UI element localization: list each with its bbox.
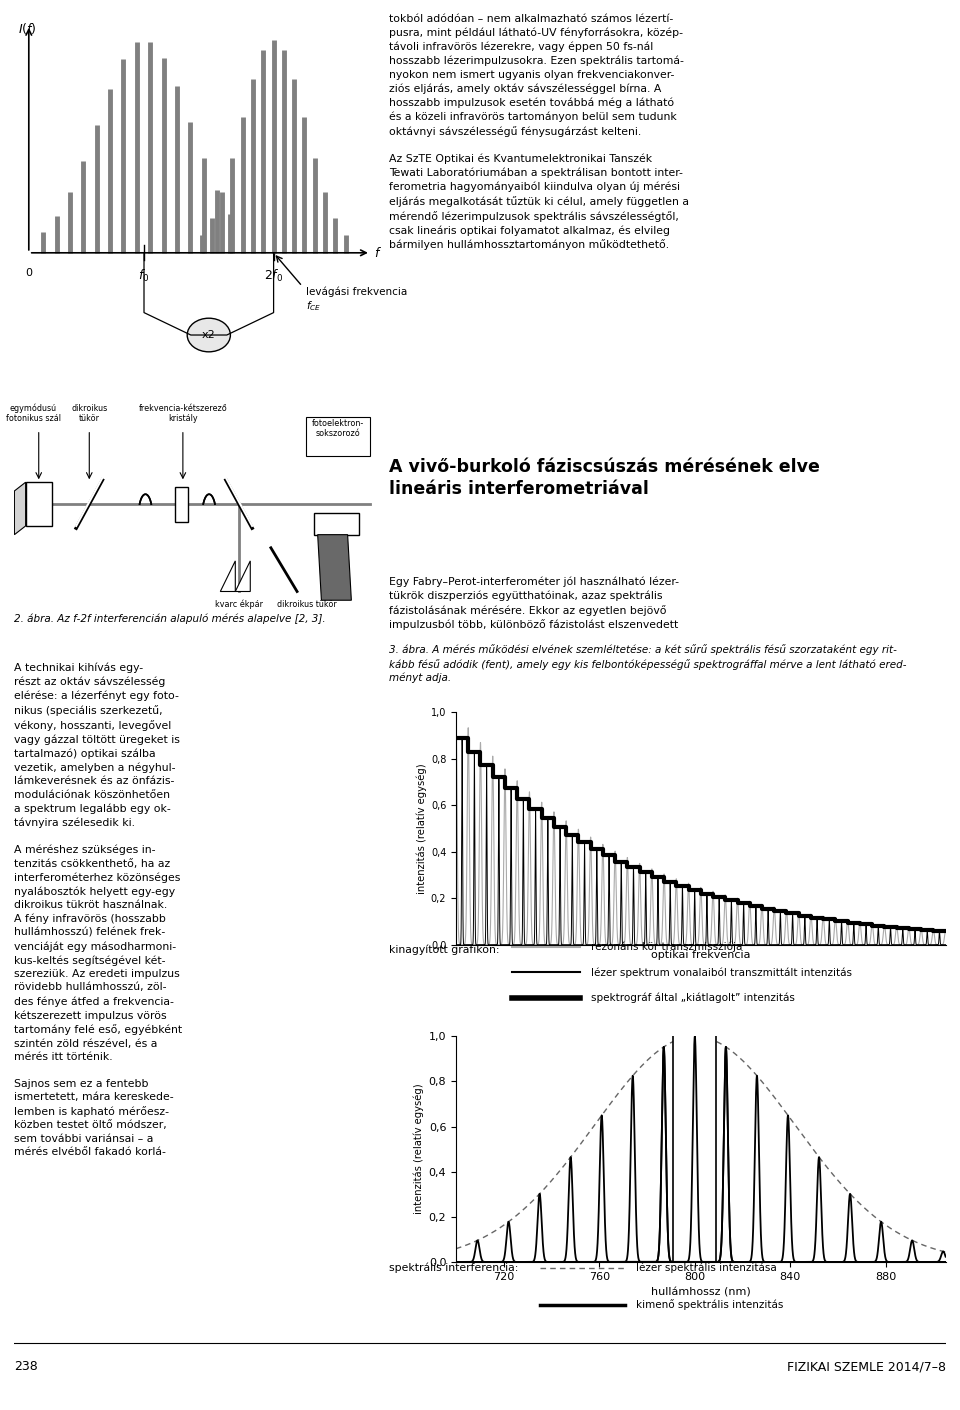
X-axis label: hullámhossz (nm): hullámhossz (nm) — [651, 1287, 751, 1297]
Text: kimenő spektrális intenzitás: kimenő spektrális intenzitás — [636, 1299, 783, 1310]
Text: tokból adódóan – nem alkalmazható számos lézertí-
pusra, mint például látható-UV: tokból adódóan – nem alkalmazható számos… — [389, 14, 688, 251]
Text: A technikai kihívás egy-
részt az oktáv sávszélesség
elérése: a lézerfényt egy f: A technikai kihívás egy- részt az oktáv … — [14, 663, 182, 1158]
Bar — [314, 513, 359, 534]
Text: Egy Fabry–Perot-interferométer jól használható lézer-
tükrök diszperziós együtth: Egy Fabry–Perot-interferométer jól haszn… — [389, 577, 679, 630]
Text: dikroikus
tükör: dikroikus tükör — [71, 403, 108, 423]
Text: $2f_0$: $2f_0$ — [264, 268, 283, 283]
Text: rezonáns kör transzmissziója: rezonáns kör transzmissziója — [591, 942, 742, 952]
Text: dikroikus tükör: dikroikus tükör — [276, 601, 336, 609]
Bar — [26, 482, 52, 526]
Text: spektrális interferencia:: spektrális interferencia: — [389, 1263, 518, 1273]
Text: 238: 238 — [14, 1361, 38, 1373]
Bar — [176, 486, 188, 522]
Text: lézer spektrum vonalaiból transzmittált intenzitás: lézer spektrum vonalaiból transzmittált … — [591, 967, 852, 977]
Text: $I(f)$: $I(f)$ — [18, 21, 36, 37]
Bar — [306, 417, 371, 455]
Text: 2. ábra. Az f-2f interferencián alapuló mérés alapelve [2, 3].: 2. ábra. Az f-2f interferencián alapuló … — [14, 613, 326, 623]
Text: kvarc ékpár: kvarc ékpár — [215, 599, 263, 609]
Polygon shape — [14, 482, 26, 534]
Text: fotoelektron-
sokszorozó: fotoelektron- sokszorozó — [312, 419, 365, 439]
Bar — [673, 1022, 716, 1266]
Y-axis label: intenzitás (relatív egység): intenzitás (relatív egység) — [414, 1084, 424, 1214]
Text: frekvencia-kétszerező
kristály: frekvencia-kétszerező kristály — [138, 403, 228, 423]
Ellipse shape — [187, 319, 230, 352]
Text: egymódusú
fotonikus szál: egymódusú fotonikus szál — [6, 403, 60, 423]
Polygon shape — [235, 561, 251, 592]
Text: x2: x2 — [202, 330, 216, 340]
Text: 3. ábra. A mérés működési elvének szemléltetése: a két sűrű spektrális fésű szor: 3. ábra. A mérés működési elvének szemlé… — [389, 644, 906, 684]
Text: lézer spektrális intenzitása: lézer spektrális intenzitása — [636, 1263, 777, 1273]
Text: $f$: $f$ — [374, 245, 382, 259]
Y-axis label: intenzitás (relatív egység): intenzitás (relatív egység) — [416, 763, 426, 894]
Text: FIZIKAI SZEMLE 2014/7–8: FIZIKAI SZEMLE 2014/7–8 — [786, 1361, 946, 1373]
Polygon shape — [318, 534, 351, 601]
Text: levágási frekvencia
$f_{CE}$: levágási frekvencia $f_{CE}$ — [306, 286, 407, 313]
Text: $f_0$: $f_0$ — [138, 268, 150, 283]
Text: kinagyított grafikon:: kinagyított grafikon: — [389, 945, 499, 955]
X-axis label: optikai frekvencia: optikai frekvencia — [651, 950, 751, 960]
Text: A vivő-burkoló fáziscsúszás mérésének elve
lineáris interferometriával: A vivő-burkoló fáziscsúszás mérésének el… — [389, 458, 820, 498]
Text: 0: 0 — [25, 268, 33, 278]
Text: spektrográf által „kiátlagolt” intenzitás: spektrográf által „kiátlagolt” intenzitá… — [591, 993, 795, 1003]
Polygon shape — [221, 561, 235, 592]
